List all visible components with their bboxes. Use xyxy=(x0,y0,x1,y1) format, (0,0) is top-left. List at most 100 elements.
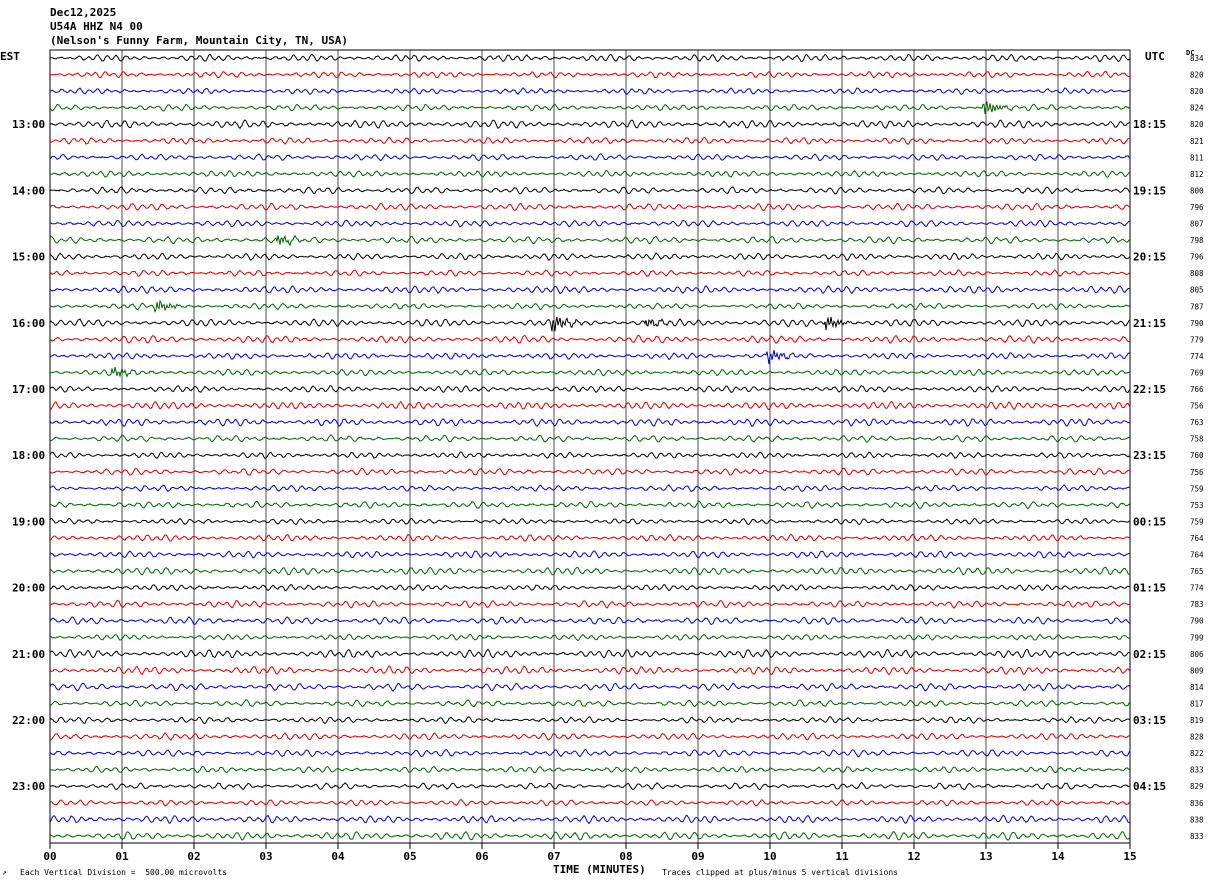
right-hour-label: 18:15 xyxy=(1133,118,1166,131)
dc-value-label: 811 xyxy=(1190,153,1204,162)
header-date: Dec12,2025 xyxy=(50,6,117,19)
dc-value-label: 756 xyxy=(1190,468,1204,477)
seismic-trace xyxy=(49,517,1131,526)
x-tick-label: 15 xyxy=(1123,850,1136,863)
x-tick-label: 11 xyxy=(835,850,849,863)
seismic-trace xyxy=(49,70,1131,79)
x-tick-label: 14 xyxy=(1051,850,1065,863)
seismic-trace xyxy=(49,169,1131,178)
dc-value-label: 820 xyxy=(1190,87,1204,96)
dc-value-label: 805 xyxy=(1190,286,1204,295)
dc-value-label: 820 xyxy=(1190,120,1204,129)
dc-value-label: 796 xyxy=(1190,253,1204,262)
seismic-trace xyxy=(49,219,1131,228)
dc-value-label: 766 xyxy=(1190,385,1204,394)
dc-value-label: 824 xyxy=(1190,104,1204,113)
dc-value-label: 834 xyxy=(1190,54,1204,63)
seismic-trace xyxy=(49,299,1131,314)
dc-value-label: 783 xyxy=(1190,600,1204,609)
left-hour-label: 22:00 xyxy=(12,714,45,727)
seismic-trace xyxy=(49,550,1131,559)
left-hour-label: 14:00 xyxy=(12,184,45,197)
right-hour-label: 21:15 xyxy=(1133,317,1166,330)
seismic-trace xyxy=(49,648,1131,659)
dc-label: DC xyxy=(1186,49,1195,57)
seismic-trace xyxy=(49,366,1131,378)
right-hour-label: 03:15 xyxy=(1133,714,1166,727)
seismic-trace xyxy=(49,400,1131,411)
dc-value-label: 828 xyxy=(1190,733,1204,742)
dc-value-label: 790 xyxy=(1190,319,1204,328)
x-tick-label: 02 xyxy=(187,850,200,863)
seismic-trace xyxy=(49,234,1131,247)
dc-value-label: 800 xyxy=(1190,186,1204,195)
dc-value-label: 819 xyxy=(1190,716,1204,725)
right-hour-label: 22:15 xyxy=(1133,383,1166,396)
right-hour-label: 01:15 xyxy=(1133,582,1166,595)
seismic-trace xyxy=(49,748,1131,758)
seismic-trace xyxy=(49,269,1131,278)
x-tick-label: 06 xyxy=(475,850,489,863)
left-hour-label: 16:00 xyxy=(12,317,45,330)
seismic-trace xyxy=(50,434,1131,444)
seismic-trace xyxy=(49,119,1131,130)
seismic-trace xyxy=(49,616,1131,626)
seismic-trace xyxy=(49,334,1131,345)
dc-value-label: 821 xyxy=(1190,137,1204,146)
dc-value-label: 838 xyxy=(1190,815,1204,824)
seismic-trace xyxy=(49,798,1131,807)
seismic-trace xyxy=(49,765,1131,774)
right-hour-label: 23:15 xyxy=(1133,449,1166,462)
x-tick-label: 04 xyxy=(331,850,345,863)
left-hour-label: 15:00 xyxy=(12,251,45,264)
seismic-trace xyxy=(49,417,1131,428)
left-hour-label: 23:00 xyxy=(12,780,45,793)
seismic-trace xyxy=(49,385,1131,394)
dc-value-label: 790 xyxy=(1190,617,1204,626)
dc-value-label: 753 xyxy=(1190,501,1204,510)
seismic-trace xyxy=(49,633,1131,642)
dc-value-label: 817 xyxy=(1190,699,1204,708)
dc-value-label: 829 xyxy=(1190,782,1204,791)
seismic-trace xyxy=(49,186,1131,195)
right-hour-label: 04:15 xyxy=(1133,780,1166,793)
dc-value-label: 808 xyxy=(1190,269,1204,278)
header-location: (Nelson's Funny Farm, Mountain City, TN,… xyxy=(50,34,349,47)
seismic-trace xyxy=(49,782,1131,791)
dc-value-label: 787 xyxy=(1190,302,1204,311)
left-hour-label: 21:00 xyxy=(12,648,45,661)
dc-value-label: 763 xyxy=(1190,418,1204,427)
seismic-trace xyxy=(49,566,1131,576)
right-hour-label: 20:15 xyxy=(1133,251,1166,264)
left-hour-label: 18:00 xyxy=(12,449,45,462)
right-hour-label: 02:15 xyxy=(1133,648,1166,661)
left-timezone-label: EST xyxy=(0,50,20,63)
x-tick-label: 00 xyxy=(43,850,56,863)
seismic-trace xyxy=(49,599,1131,609)
seismic-trace xyxy=(49,53,1131,63)
dc-value-label: 759 xyxy=(1190,517,1204,526)
seismic-trace xyxy=(49,202,1131,212)
seismic-trace xyxy=(49,814,1131,825)
dc-value-label: 769 xyxy=(1190,368,1204,377)
dc-value-label: 756 xyxy=(1190,402,1204,411)
seismic-trace xyxy=(49,665,1131,676)
x-tick-label: 10 xyxy=(763,850,776,863)
dc-value-label: 760 xyxy=(1190,451,1204,460)
clip-note: Traces clipped at plus/minus 5 vertical … xyxy=(662,868,899,877)
seismic-trace xyxy=(49,451,1131,459)
seismic-trace xyxy=(49,252,1131,262)
dc-value-label: 759 xyxy=(1190,484,1204,493)
dc-value-label: 833 xyxy=(1190,832,1204,841)
x-tick-label: 05 xyxy=(403,850,416,863)
seismic-trace xyxy=(49,732,1131,741)
seismic-trace xyxy=(49,830,1131,841)
corner-mark-icon: ↗ xyxy=(2,868,7,877)
x-tick-label: 01 xyxy=(115,850,129,863)
dc-value-label: 809 xyxy=(1190,666,1204,675)
dc-value-label: 833 xyxy=(1190,766,1204,775)
right-hour-label: 19:15 xyxy=(1133,184,1166,197)
seismic-trace xyxy=(49,350,1131,365)
seismic-trace xyxy=(49,500,1131,510)
seismic-trace xyxy=(49,136,1131,145)
